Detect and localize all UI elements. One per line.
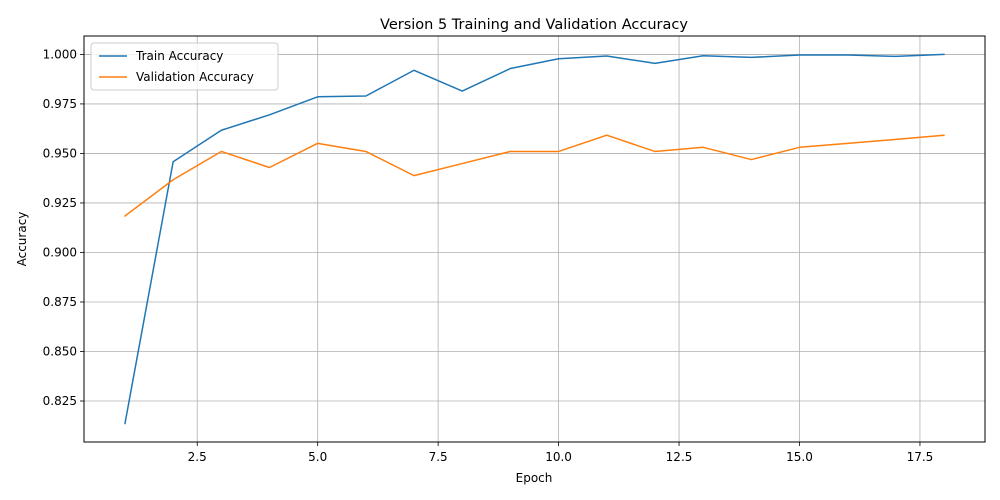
y-tick-label: 0.900 bbox=[43, 245, 77, 259]
x-tick-label: 15.0 bbox=[786, 450, 813, 464]
x-tick-label: 2.5 bbox=[188, 450, 207, 464]
x-tick-label: 7.5 bbox=[429, 450, 448, 464]
legend-label: Validation Accuracy bbox=[136, 70, 254, 84]
x-tick-label: 10.0 bbox=[545, 450, 572, 464]
y-tick-label: 0.825 bbox=[43, 394, 77, 408]
y-axis-label: Accuracy bbox=[15, 212, 29, 267]
x-tick-label: 5.0 bbox=[308, 450, 327, 464]
legend: Train Accuracy Validation Accuracy bbox=[90, 42, 279, 91]
plot-frame bbox=[83, 35, 986, 443]
y-tick-label: 0.975 bbox=[43, 97, 77, 111]
series-lines bbox=[124, 53, 945, 425]
x-axis-ticks: 2.5 5.0 7.5 10.0 12.5 15.0 17.5 bbox=[188, 442, 934, 464]
legend-box bbox=[90, 42, 279, 91]
y-tick-label: 1.000 bbox=[43, 47, 77, 61]
y-axis-ticks: 0.825 0.850 0.875 0.900 0.925 0.950 0.975 1.000 bbox=[43, 47, 84, 408]
y-tick-label: 0.950 bbox=[43, 146, 77, 160]
y-tick-label: 0.925 bbox=[43, 196, 77, 210]
x-tick-label: 12.5 bbox=[666, 450, 693, 464]
y-tick-label: 0.875 bbox=[43, 295, 77, 309]
train-accuracy-line bbox=[124, 53, 945, 425]
legend-label: Train Accuracy bbox=[135, 49, 223, 63]
x-axis-label: Epoch bbox=[516, 471, 553, 485]
x-tick-label: 17.5 bbox=[907, 450, 934, 464]
y-tick-label: 0.850 bbox=[43, 344, 77, 358]
chart-title: Version 5 Training and Validation Accura… bbox=[380, 17, 688, 33]
validation-accuracy-line bbox=[124, 134, 945, 217]
grid-lines bbox=[84, 36, 985, 442]
